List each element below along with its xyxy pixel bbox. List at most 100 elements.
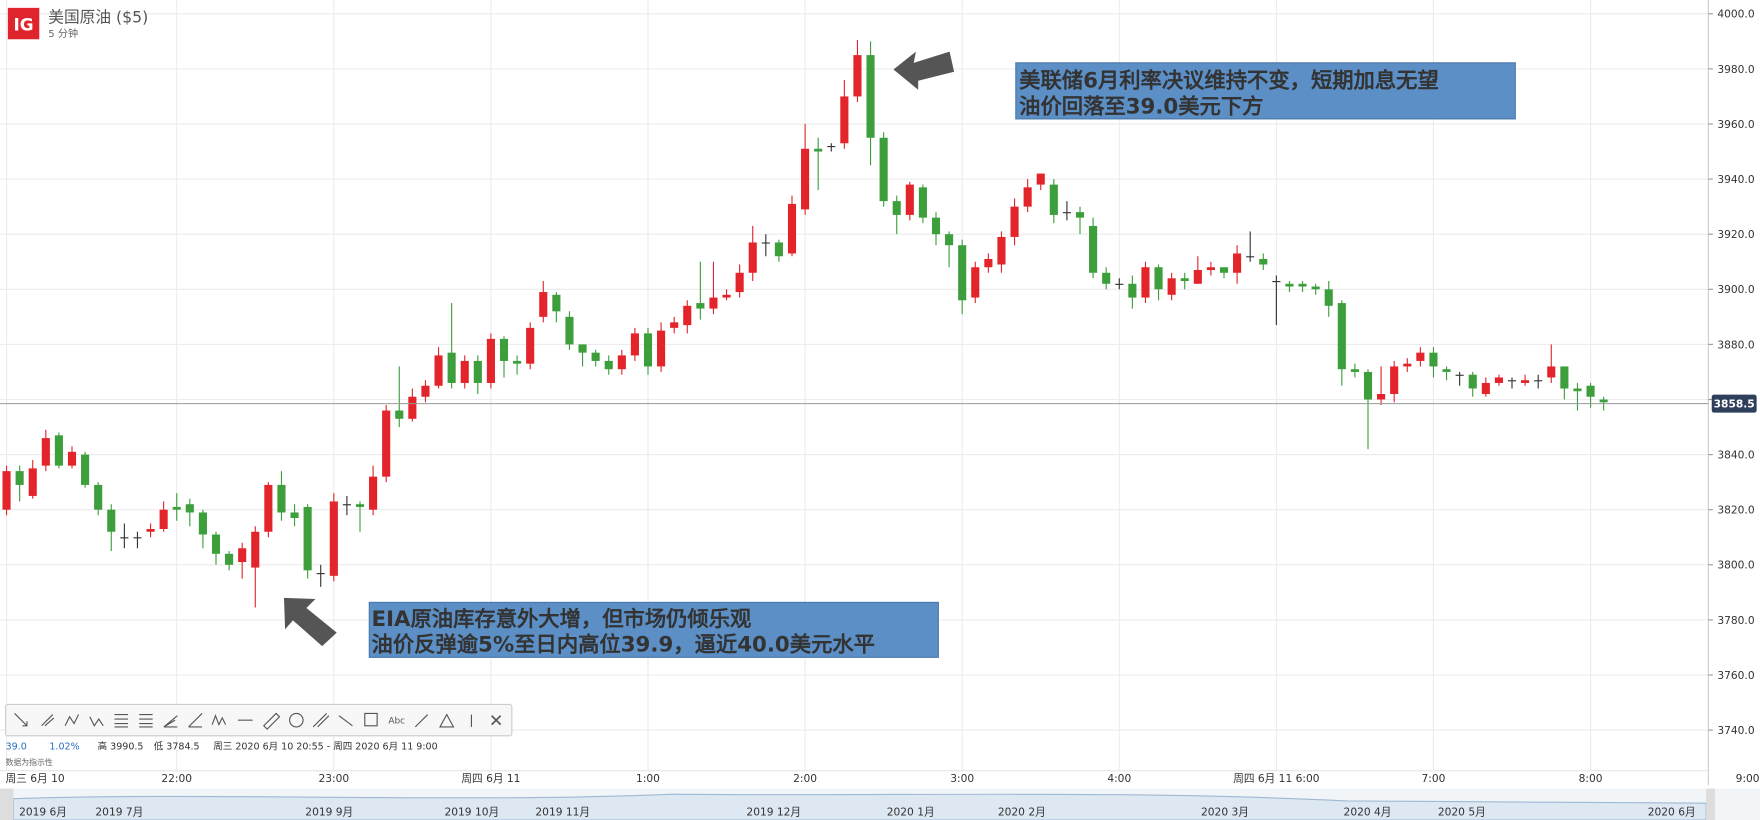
candle-body bbox=[251, 531, 260, 568]
nav-label: 2020 4月 bbox=[1344, 806, 1392, 819]
candle-body bbox=[709, 297, 718, 309]
candle-body bbox=[1180, 278, 1189, 282]
candle-body bbox=[879, 137, 888, 202]
nav-label: 2020 2月 bbox=[998, 806, 1046, 819]
candle-body bbox=[1547, 366, 1556, 378]
tool-icon[interactable] bbox=[312, 713, 330, 728]
candle-body bbox=[67, 451, 77, 466]
candle-body bbox=[421, 385, 430, 397]
arrow bbox=[283, 597, 337, 647]
candle-body bbox=[81, 454, 90, 485]
tool-icon[interactable] bbox=[139, 713, 153, 728]
text-tool[interactable]: Abc bbox=[388, 717, 405, 727]
y-tick-label: 3900.0 bbox=[1717, 283, 1754, 296]
candle-body bbox=[918, 187, 927, 218]
nav-label: 2020 6月 bbox=[1648, 806, 1696, 819]
navigator-handle[interactable] bbox=[1706, 788, 1716, 820]
candle-body bbox=[1141, 267, 1150, 298]
candle-body bbox=[1010, 206, 1019, 237]
candle-body bbox=[382, 410, 391, 477]
candle-body bbox=[499, 338, 509, 361]
toolbar: Abc bbox=[5, 703, 513, 737]
candle-body bbox=[1298, 283, 1307, 287]
candle-body bbox=[395, 410, 404, 419]
candle-body bbox=[945, 234, 954, 246]
tool-icon[interactable] bbox=[14, 713, 28, 727]
tool-icon[interactable] bbox=[364, 712, 378, 727]
nav-label: 2019 9月 bbox=[305, 806, 353, 819]
session-high: 高 3990.5 bbox=[98, 740, 144, 752]
tool-icon[interactable] bbox=[439, 713, 455, 728]
tool-icon[interactable] bbox=[89, 716, 104, 727]
y-tick-label: 3800.0 bbox=[1717, 559, 1754, 572]
candle-body bbox=[761, 242, 770, 244]
indicative-note: 数据为指示性 bbox=[6, 757, 53, 767]
candle-body bbox=[1350, 369, 1359, 372]
x-tick-label: 2:00 bbox=[793, 772, 817, 785]
change-percent: 1.02% bbox=[49, 741, 79, 752]
candle-body bbox=[565, 316, 574, 345]
candle-body bbox=[107, 509, 116, 532]
toolbar-bg bbox=[5, 703, 513, 737]
candle-body bbox=[1442, 369, 1451, 372]
logo bbox=[7, 7, 40, 40]
y-tick-label: 3840.0 bbox=[1717, 449, 1754, 462]
candle-body bbox=[958, 245, 967, 301]
x-tick-label: 23:00 bbox=[318, 772, 349, 785]
candle-body bbox=[94, 484, 103, 510]
x-tick-label: 1:00 bbox=[636, 772, 660, 785]
candle-body bbox=[434, 355, 443, 386]
candle-body bbox=[591, 352, 600, 361]
candle-body bbox=[1102, 272, 1111, 284]
candle-body bbox=[369, 476, 378, 510]
tool-icon[interactable] bbox=[163, 715, 178, 728]
candle-body bbox=[892, 201, 901, 215]
candle-body bbox=[1246, 256, 1255, 258]
tool-icon[interactable] bbox=[414, 714, 429, 728]
candle-body bbox=[264, 484, 273, 532]
candle-body bbox=[617, 355, 626, 370]
y-tick-label: 3740.0 bbox=[1717, 724, 1754, 737]
tool-icon[interactable] bbox=[188, 713, 203, 728]
candle-body bbox=[355, 504, 365, 507]
date-range: 周三 2020 6月 10 20:55 - 周四 2020 6月 11 9:00 bbox=[213, 741, 437, 752]
tool-icon[interactable] bbox=[41, 714, 55, 727]
navigator-handle[interactable] bbox=[0, 788, 14, 820]
candle-body bbox=[1560, 366, 1569, 389]
nav-label: 2020 5月 bbox=[1438, 806, 1486, 819]
x-tick-label: 7:00 bbox=[1422, 772, 1446, 785]
nav-label: 2020 3月 bbox=[1201, 806, 1249, 819]
annotation-box bbox=[368, 601, 939, 658]
candle-body bbox=[1023, 187, 1032, 207]
x-tick-label: 周四 6月 11 6:00 bbox=[1233, 772, 1320, 785]
candle-body bbox=[1049, 184, 1058, 215]
annotation-box bbox=[1015, 62, 1516, 120]
close-icon[interactable] bbox=[491, 715, 502, 726]
candle-body bbox=[316, 573, 325, 575]
tool-icon[interactable] bbox=[211, 714, 227, 727]
candle-body bbox=[787, 203, 797, 254]
candle-body bbox=[198, 512, 207, 535]
tool-icon[interactable] bbox=[64, 714, 80, 727]
candle-body bbox=[657, 330, 666, 367]
candle-body bbox=[552, 294, 561, 312]
y-tick-label: 3980.0 bbox=[1717, 63, 1754, 76]
candle-body bbox=[1586, 385, 1595, 397]
candle-body bbox=[473, 360, 482, 383]
candle-body bbox=[225, 553, 234, 565]
candle-body bbox=[1337, 303, 1346, 370]
logo-text: IG bbox=[14, 14, 34, 34]
candle-body bbox=[447, 352, 456, 383]
tool-icon[interactable] bbox=[114, 713, 128, 728]
tool-icon[interactable] bbox=[262, 712, 281, 730]
tool-icon[interactable] bbox=[289, 712, 304, 728]
candle-body bbox=[1377, 393, 1386, 400]
candle-body bbox=[1429, 352, 1438, 367]
candle-body bbox=[984, 258, 993, 268]
tool-icon[interactable] bbox=[338, 715, 353, 727]
candle-body bbox=[1390, 366, 1399, 394]
candle-body bbox=[1233, 253, 1242, 273]
candle-body bbox=[735, 272, 744, 293]
candle-body bbox=[643, 333, 653, 367]
